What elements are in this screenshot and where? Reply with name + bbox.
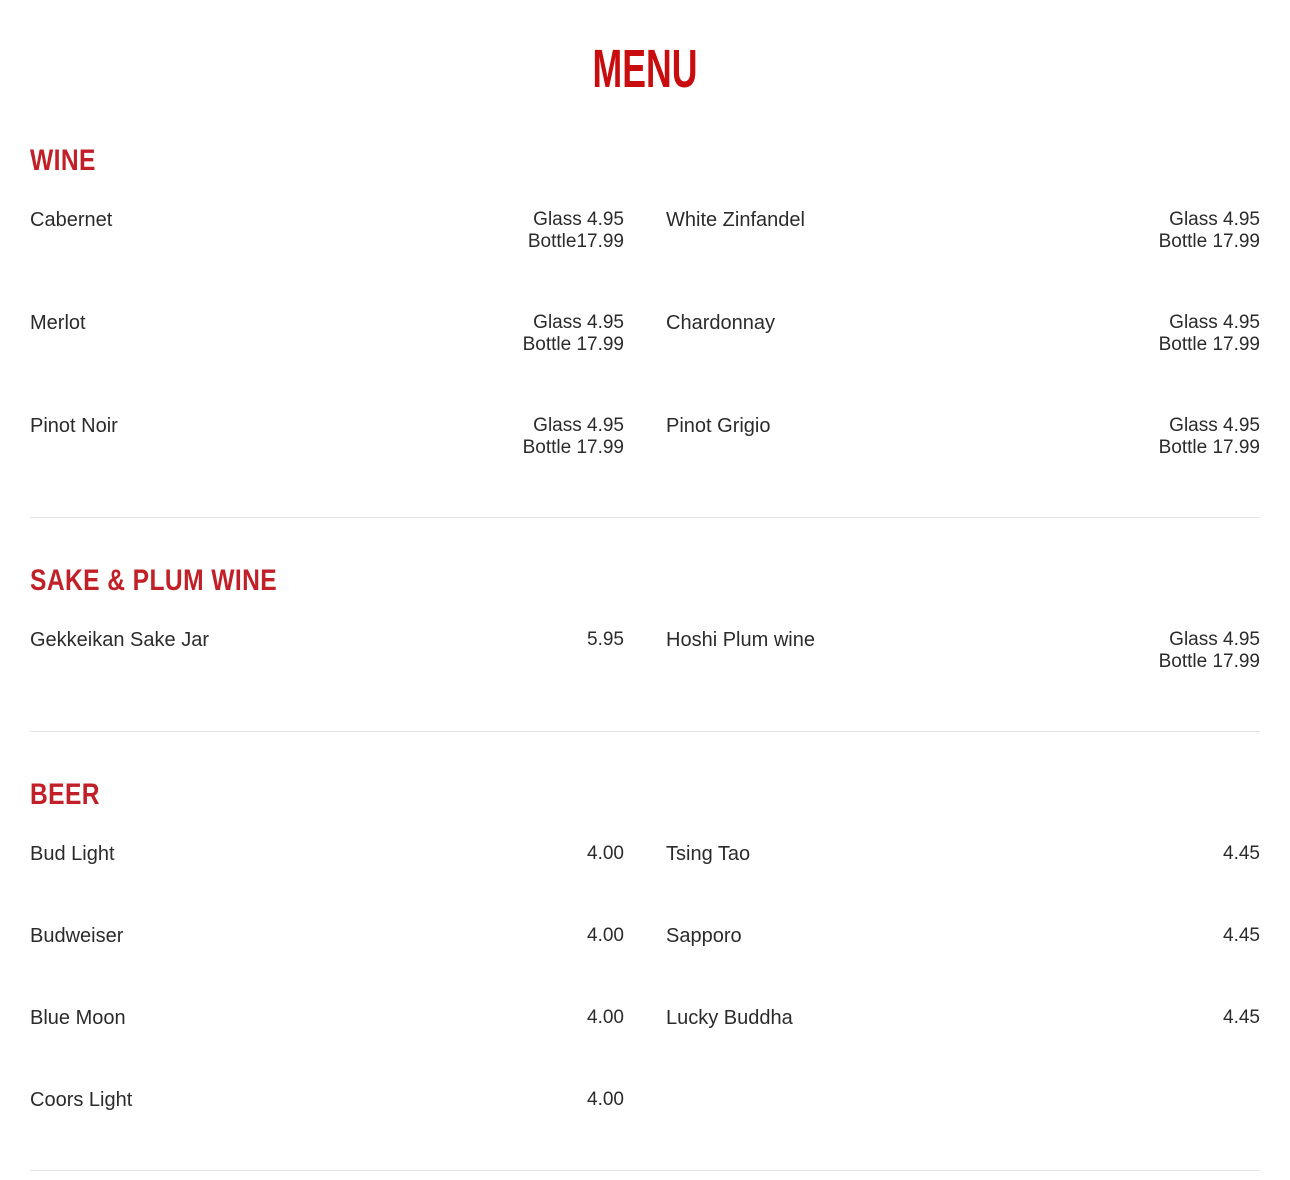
price-line: Bottle 17.99 xyxy=(1158,334,1260,355)
price-line: 4.00 xyxy=(587,925,624,946)
item-price: 4.00 xyxy=(587,842,624,865)
price-line: 4.45 xyxy=(1223,843,1260,864)
item-price: Glass 4.95 Bottle 17.99 xyxy=(523,414,624,459)
section-divider xyxy=(30,517,1260,518)
section-heading: SAKE & PLUM WINE xyxy=(30,564,278,597)
item-price: 5.95 xyxy=(587,628,624,651)
item-name: Merlot xyxy=(30,312,86,334)
section-items: Cabernet Glass 4.95 Bottle17.99 White Zinfa… xyxy=(30,208,1260,459)
menu-item: Bud Light 4.00 xyxy=(30,842,624,866)
menu-item: Tsing Tao 4.45 xyxy=(666,842,1260,866)
item-price: 4.00 xyxy=(587,1088,624,1111)
price-line: Glass 4.95 xyxy=(533,415,624,436)
item-price: Glass 4.95 Bottle 17.99 xyxy=(1159,208,1260,253)
item-price: Glass 4.95 Bottle 17.99 xyxy=(523,311,624,356)
item-name: Chardonnay xyxy=(666,312,775,334)
menu-section-beer: BEER Bud Light 4.00 Tsing Tao 4.45 Budweiser 4… xyxy=(30,732,1260,1112)
item-price: 4.45 xyxy=(1223,1006,1260,1029)
price-line: Bottle 17.99 xyxy=(1158,651,1260,672)
item-price: Glass 4.95 Bottle 17.99 xyxy=(1159,628,1260,673)
menu-item: Budweiser 4.00 xyxy=(30,924,624,948)
price-line: Bottle 17.99 xyxy=(1158,231,1260,252)
price-line: Glass 4.95 xyxy=(1169,209,1260,230)
menu-item: Sapporo 4.45 xyxy=(666,924,1260,948)
item-name: Hoshi Plum wine xyxy=(666,629,815,651)
menu-item: Cabernet Glass 4.95 Bottle17.99 xyxy=(30,208,624,253)
menu-item: Pinot Grigio Glass 4.95 Bottle 17.99 xyxy=(666,414,1260,459)
price-line: Glass 4.95 xyxy=(533,312,624,333)
item-price: 4.45 xyxy=(1223,842,1260,865)
price-line: Glass 4.95 xyxy=(1169,312,1260,333)
menu-item: Hoshi Plum wine Glass 4.95 Bottle 17.99 xyxy=(666,628,1260,673)
menu-item: Coors Light 4.00 xyxy=(30,1088,624,1112)
section-heading: WINE xyxy=(30,144,96,177)
item-name: Bud Light xyxy=(30,843,115,865)
item-price: Glass 4.95 Bottle 17.99 xyxy=(1159,414,1260,459)
price-line: 4.00 xyxy=(587,1007,624,1028)
menu-item: Chardonnay Glass 4.95 Bottle 17.99 xyxy=(666,311,1260,356)
item-price: Glass 4.95 Bottle 17.99 xyxy=(1159,311,1260,356)
price-line: 4.45 xyxy=(1223,925,1260,946)
item-name: Gekkeikan Sake Jar xyxy=(30,629,209,651)
item-price: 4.00 xyxy=(587,924,624,947)
price-line: Bottle 17.99 xyxy=(522,437,624,458)
menu-section-wine: WINE Cabernet Glass 4.95 Bottle17.99 White Z… xyxy=(30,98,1260,459)
item-name: Pinot Grigio xyxy=(666,415,771,437)
menu-item: Merlot Glass 4.95 Bottle 17.99 xyxy=(30,311,624,356)
price-line: Bottle17.99 xyxy=(527,231,624,252)
item-price: 4.00 xyxy=(587,1006,624,1029)
item-name: Tsing Tao xyxy=(666,843,751,865)
item-name: Cabernet xyxy=(30,209,113,231)
item-name: Sapporo xyxy=(666,925,742,947)
price-line: Bottle 17.99 xyxy=(1158,437,1260,458)
menu-item: Gekkeikan Sake Jar 5.95 xyxy=(30,628,624,673)
section-items: Bud Light 4.00 Tsing Tao 4.45 Budweiser 4.00 S… xyxy=(30,842,1260,1112)
item-name: Blue Moon xyxy=(30,1007,126,1029)
item-name: Coors Light xyxy=(30,1089,133,1111)
section-divider xyxy=(30,731,1260,732)
page-title: MENU xyxy=(592,39,698,99)
item-price: Glass 4.95 Bottle17.99 xyxy=(528,208,624,253)
menu-item: Lucky Buddha 4.45 xyxy=(666,1006,1260,1030)
item-price: 4.45 xyxy=(1223,924,1260,947)
price-line: Bottle 17.99 xyxy=(522,334,624,355)
price-line: 4.00 xyxy=(587,843,624,864)
section-heading: BEER xyxy=(30,778,100,811)
price-line: Glass 4.95 xyxy=(1169,415,1260,436)
section-divider xyxy=(30,1170,1260,1171)
item-name: Pinot Noir xyxy=(30,415,118,437)
section-items: Gekkeikan Sake Jar 5.95 Hoshi Plum wine Gla… xyxy=(30,628,1260,673)
price-line: Glass 4.95 xyxy=(1169,629,1260,650)
item-name: Budweiser xyxy=(30,925,124,947)
item-name: Lucky Buddha xyxy=(666,1007,793,1029)
price-line: 4.00 xyxy=(587,1089,624,1110)
item-name: White Zinfandel xyxy=(666,209,805,231)
price-line: 5.95 xyxy=(587,629,624,650)
menu-item: Blue Moon 4.00 xyxy=(30,1006,624,1030)
price-line: Glass 4.95 xyxy=(533,209,624,230)
price-line: 4.45 xyxy=(1223,1007,1260,1028)
menu-item: Pinot Noir Glass 4.95 Bottle 17.99 xyxy=(30,414,624,459)
menu-item: White Zinfandel Glass 4.95 Bottle 17.99 xyxy=(666,208,1260,253)
menu-section-sake-plum-wine: SAKE & PLUM WINE Gekkeikan Sake Jar 5.95 Ho… xyxy=(30,518,1260,673)
